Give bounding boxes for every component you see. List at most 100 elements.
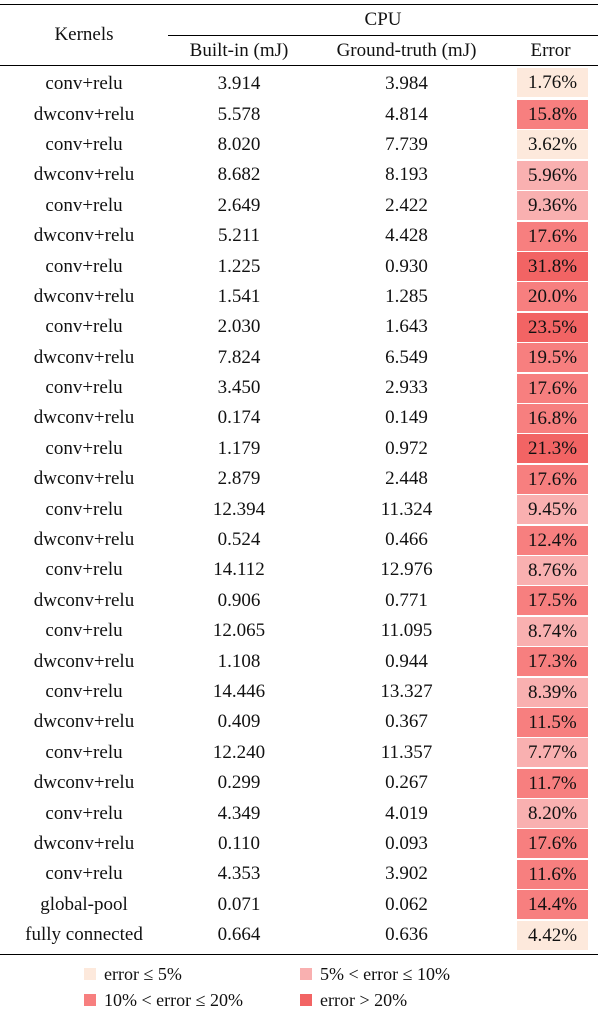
- builtin-cell: 0.071: [217, 893, 261, 915]
- ground-truth-cell: 11.357: [380, 741, 433, 763]
- table-row: conv+relu 3.914 3.984 1.76%: [0, 66, 598, 100]
- error-value: 8.76%: [517, 555, 589, 585]
- kernel-cell: dwconv+relu: [33, 772, 135, 794]
- legend-label-high: 10% < error ≤ 20%: [104, 989, 243, 1010]
- table-row: dwconv+relu 0.110 0.093 17.6%: [0, 829, 598, 859]
- legend-swatch-mid: [300, 968, 312, 980]
- table-row: conv+relu 4.353 3.902 11.6%: [0, 859, 598, 889]
- table-row: dwconv+relu 5.578 4.814 15.8%: [0, 99, 598, 130]
- table-row: dwconv+relu 0.299 0.267 11.7%: [0, 768, 598, 798]
- error-cell: 1.76%: [503, 66, 598, 100]
- table-row: conv+relu 1.179 0.972 21.3%: [0, 434, 598, 464]
- table-row: dwconv+relu 1.108 0.944 17.3%: [0, 646, 598, 677]
- error-cell: 16.8%: [503, 403, 598, 433]
- ground-truth-cell: 7.739: [385, 133, 428, 155]
- kernel-cell: dwconv+relu: [33, 225, 135, 247]
- bottom-rule: [0, 954, 598, 955]
- kernel-cell: dwconv+relu: [33, 711, 135, 733]
- table-row: conv+relu 8.020 7.739 3.62%: [0, 130, 598, 160]
- error-cell: 9.36%: [503, 191, 598, 221]
- builtin-cell: 12.065: [212, 620, 266, 642]
- table-row: dwconv+relu 0.409 0.367 11.5%: [0, 707, 598, 737]
- builtin-cell: 14.112: [213, 559, 265, 581]
- table-row: dwconv+relu 5.211 4.428 17.6%: [0, 221, 598, 251]
- error-cell: 3.62%: [503, 130, 598, 160]
- ground-truth-cell: 4.428: [385, 225, 428, 247]
- table-row: dwconv+relu 0.524 0.466 12.4%: [0, 525, 598, 555]
- error-cell: 17.6%: [503, 221, 598, 251]
- ground-truth-cell: 2.933: [385, 377, 428, 399]
- error-cell: 19.5%: [503, 343, 598, 373]
- kernel-cell: conv+relu: [45, 437, 123, 459]
- ground-truth-cell: 0.972: [385, 437, 428, 459]
- kernel-cell: fully connected: [25, 924, 143, 946]
- legend-swatch-severe: [300, 994, 312, 1006]
- legend-item-high: 10% < error ≤ 20%: [84, 988, 243, 1012]
- kernel-cell: conv+relu: [45, 741, 123, 763]
- error-value: 31.8%: [517, 252, 589, 282]
- ground-truth-cell: 12.976: [380, 559, 433, 581]
- ground-truth-cell: 0.944: [385, 650, 428, 672]
- error-value: 17.3%: [517, 647, 589, 677]
- legend-swatch-low: [84, 968, 96, 980]
- error-cell: 8.20%: [503, 798, 598, 829]
- table-row: conv+relu 14.446 13.327 8.39%: [0, 677, 598, 707]
- error-cell: 17.6%: [503, 464, 598, 494]
- ground-truth-cell: 0.062: [385, 893, 428, 915]
- ground-truth-cell: 3.984: [385, 73, 428, 95]
- error-value: 17.6%: [517, 464, 589, 494]
- builtin-cell: 4.349: [217, 802, 261, 824]
- error-value: 11.6%: [517, 859, 589, 889]
- error-value: 14.4%: [517, 890, 589, 920]
- legend-item-low: error ≤ 5%: [84, 962, 182, 986]
- kernel-cell: dwconv+relu: [33, 589, 135, 611]
- legend-label-mid: 5% < error ≤ 10%: [320, 963, 450, 984]
- builtin-cell: 2.879: [217, 468, 261, 490]
- error-value: 3.62%: [517, 130, 589, 160]
- table-body: conv+relu 3.914 3.984 1.76% dwconv+relu 5.578…: [0, 66, 598, 951]
- error-value: 23.5%: [517, 312, 589, 342]
- cpu-group-header: CPU: [168, 4, 598, 36]
- kernel-cell: conv+relu: [45, 620, 123, 642]
- builtin-cell: 5.578: [217, 103, 261, 125]
- error-cell: 12.4%: [503, 525, 598, 555]
- kernel-cell: global-pool: [40, 893, 128, 915]
- builtin-cell: 0.174: [217, 407, 261, 429]
- builtin-cell: 2.649: [217, 194, 261, 216]
- builtin-cell: 12.394: [212, 498, 266, 520]
- legend-swatch-high: [84, 994, 96, 1006]
- error-cell: 8.74%: [503, 616, 598, 646]
- ground-truth-cell: 4.019: [385, 802, 428, 824]
- ground-truth-cell: 11.095: [380, 620, 433, 642]
- error-cell: 17.3%: [503, 646, 598, 677]
- kernel-cell: dwconv+relu: [33, 468, 135, 490]
- error-cell: 8.39%: [503, 677, 598, 707]
- kernel-cell: conv+relu: [45, 255, 123, 277]
- table-row: fully connected 0.664 0.636 4.42%: [0, 920, 598, 950]
- builtin-cell: 8.020: [217, 133, 261, 155]
- kernel-cell: conv+relu: [45, 559, 123, 581]
- kernel-cell: conv+relu: [45, 681, 123, 702]
- ground-truth-cell: 3.902: [385, 863, 428, 885]
- kernel-cell: conv+relu: [45, 377, 123, 399]
- error-cell: 17.6%: [503, 373, 598, 403]
- table-row: dwconv+relu 8.682 8.193 5.96%: [0, 160, 598, 190]
- kernel-cell: dwconv+relu: [33, 832, 135, 854]
- error-value: 19.5%: [517, 343, 589, 373]
- table-row: dwconv+relu 1.541 1.285 20.0%: [0, 282, 598, 312]
- error-cell: 5.96%: [503, 160, 598, 190]
- builtin-cell: 0.409: [217, 711, 261, 733]
- ground-truth-cell: 0.367: [385, 711, 428, 733]
- ground-truth-cell: 4.814: [385, 103, 428, 125]
- error-cell: 11.7%: [503, 768, 598, 798]
- builtin-cell: 5.211: [217, 225, 261, 247]
- builtin-cell: 1.225: [217, 255, 261, 277]
- builtin-cell: 0.906: [217, 589, 261, 611]
- builtin-cell: 0.110: [217, 832, 261, 854]
- energy-error-table: Kernels CPU Built-in (mJ) Ground-truth (…: [0, 4, 598, 950]
- table-row: dwconv+relu 7.824 6.549 19.5%: [0, 343, 598, 373]
- table-row: conv+relu 14.112 12.976 8.76%: [0, 555, 598, 585]
- builtin-cell: 14.446: [212, 681, 266, 702]
- ground-truth-cell: 0.636: [385, 924, 428, 946]
- legend-label-low: error ≤ 5%: [104, 963, 182, 984]
